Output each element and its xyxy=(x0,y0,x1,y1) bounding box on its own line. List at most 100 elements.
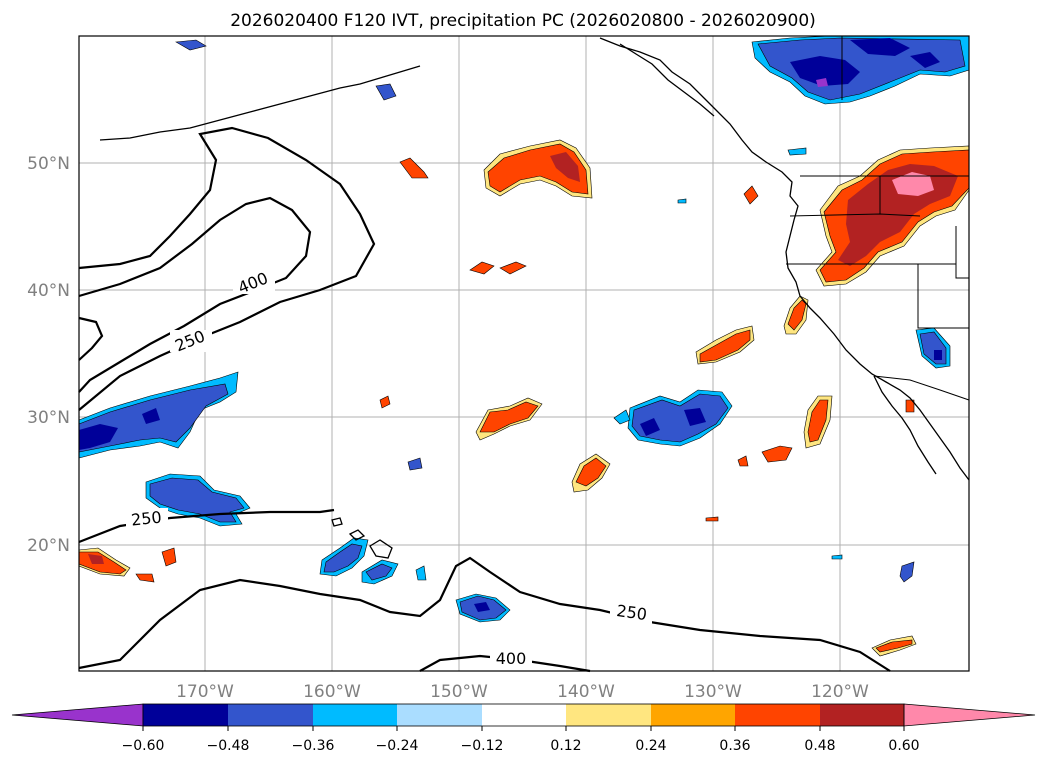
colorbar-tick-label: −0.36 xyxy=(292,738,335,754)
positive-anomaly-areas xyxy=(78,139,970,657)
pos-area-mid-35n-mid xyxy=(699,329,751,363)
lon-label-120w: 120°W xyxy=(811,682,869,702)
neg-speck-6 xyxy=(899,561,915,583)
colorbar-extend-right xyxy=(903,703,1036,727)
contour-label-bg-3 xyxy=(126,508,168,530)
map-background xyxy=(79,36,969,671)
pos-area-west-18n-core xyxy=(88,554,104,564)
longitude-labels: 170°W 160°W 150°W 140°W 130°W 120°W xyxy=(176,682,869,702)
lon-label-170w: 170°W xyxy=(176,682,234,702)
pos-area-baja-30n-mid xyxy=(807,399,829,443)
pos-speck-6 xyxy=(743,185,759,205)
colorbar-tick-label: 0.12 xyxy=(550,738,581,754)
neg-speck-9 xyxy=(415,565,427,581)
colorbar-segment-9 xyxy=(820,704,904,726)
contour-label-bg-2 xyxy=(170,330,212,352)
ivt-contour-250-southeast xyxy=(78,556,891,672)
colorbar-outline xyxy=(142,703,905,727)
lon-label-150w: 150°W xyxy=(430,682,488,702)
border-nevada-arizona xyxy=(955,226,969,279)
neg-speck-3 xyxy=(407,457,423,471)
colorbar-segment-1 xyxy=(143,704,228,726)
neg-speck-1 xyxy=(175,39,207,51)
political-borders xyxy=(786,36,970,401)
contour-label-bg-4 xyxy=(610,602,652,624)
colorbar-tick-label: −0.12 xyxy=(461,738,504,754)
colorbar-tick-label: −0.24 xyxy=(376,738,419,754)
pos-speck-2 xyxy=(469,261,527,275)
neg-area-hawaii-mid xyxy=(323,543,393,581)
pos-area-center-30n-mid xyxy=(479,401,539,433)
pos-area-center-25n-mid xyxy=(575,457,607,487)
colorbar-segment-3 xyxy=(313,704,397,726)
ivt-contour-400-north xyxy=(78,196,312,393)
neg-area-nevada-core xyxy=(934,350,942,360)
pos-speck-7 xyxy=(379,395,391,409)
neg-area-northeast-core xyxy=(790,38,940,86)
latitude-labels: 50°N 40°N 30°N 20°N xyxy=(27,154,70,556)
coastline-alaska-panhandle xyxy=(619,43,715,117)
colorbar-segment-5 xyxy=(482,704,566,726)
colorbar-tick-label: 0.36 xyxy=(719,738,750,754)
contour-label-250-southeast: 250 xyxy=(615,601,648,624)
colorbar-segment-8 xyxy=(735,704,820,726)
lat-label-30n: 30°N xyxy=(27,408,70,428)
lat-label-50n: 50°N xyxy=(27,154,70,174)
lon-label-160w: 160°W xyxy=(303,682,361,702)
colorbar-segment-4 xyxy=(397,704,482,726)
ivt-contour-inner-west xyxy=(78,316,104,361)
contour-label-bg-5 xyxy=(490,648,532,668)
coastline-baja xyxy=(873,375,937,475)
colorbar-tick-label: 0.48 xyxy=(804,738,835,754)
coastline-north-america xyxy=(599,37,970,481)
pos-speck-1 xyxy=(399,157,429,179)
colorbar-extend-left xyxy=(11,703,144,727)
neg-speck-7 xyxy=(831,554,843,560)
border-us-mexico xyxy=(873,375,970,401)
pos-area-gulf-alaska-core xyxy=(550,152,580,182)
lat-label-40n: 40°N xyxy=(27,281,70,301)
pos-speck-3 xyxy=(135,547,177,583)
pos-area-pacific-nw-extreme xyxy=(892,172,934,196)
map-panel: 400 250 250 250 400 xyxy=(78,35,970,673)
ivt-contour-250-north xyxy=(78,126,376,411)
neg-area-northeast-mid xyxy=(757,37,966,101)
colorbar-tick-labels: −0.60 −0.48 −0.36 −0.24 −0.12 0.12 0.24 … xyxy=(122,738,920,754)
coastlines xyxy=(99,37,970,559)
colorbar-tick-label: 0.60 xyxy=(888,738,919,754)
colorbar-ticks xyxy=(142,726,905,731)
neg-area-west-23n-mid xyxy=(149,477,245,523)
lon-label-130w: 130°W xyxy=(684,682,742,702)
pos-speck-4 xyxy=(761,445,793,463)
coastline-aleutians xyxy=(99,65,421,141)
neg-area-northeast-extreme xyxy=(816,78,828,87)
neg-speck-5 xyxy=(787,147,807,156)
pos-speck-9 xyxy=(705,516,719,522)
lat-label-20n: 20°N xyxy=(27,536,70,556)
figure-title: 2026020400 F120 IVT, precipitation PC (2… xyxy=(230,11,816,31)
neg-speck-2 xyxy=(375,83,397,101)
colorbar-segment-2 xyxy=(228,704,313,726)
ivt-contour-250-south xyxy=(78,508,335,544)
neg-area-center-30n-core xyxy=(640,408,706,436)
colorbar-segment-7 xyxy=(651,704,735,726)
neg-area-west-30n-core xyxy=(79,408,160,450)
contour-label-bg-1 xyxy=(233,272,275,294)
colorbar-tick-label: 0.24 xyxy=(635,738,666,754)
negative-anomaly-areas xyxy=(78,35,970,623)
colorbar: −0.60 −0.48 −0.36 −0.24 −0.12 0.12 0.24 … xyxy=(11,703,1036,754)
colorbar-segment-6 xyxy=(566,704,651,726)
neg-speck-4 xyxy=(613,409,631,425)
contour-label-250-south: 250 xyxy=(130,507,162,529)
colorbar-tick-label: −0.48 xyxy=(207,738,250,754)
neg-area-south-15n-core xyxy=(474,602,490,612)
pos-speck-5 xyxy=(737,455,749,467)
pos-area-south-12n-mid xyxy=(875,639,913,653)
colorbar-tick-label: −0.60 xyxy=(122,738,165,754)
coastline-hawaii xyxy=(331,517,393,559)
ivt-contour-labels: 400 250 250 250 400 xyxy=(126,268,652,668)
neg-speck-8 xyxy=(677,198,687,204)
border-california-nevada xyxy=(917,264,969,329)
map-frame xyxy=(78,35,970,672)
